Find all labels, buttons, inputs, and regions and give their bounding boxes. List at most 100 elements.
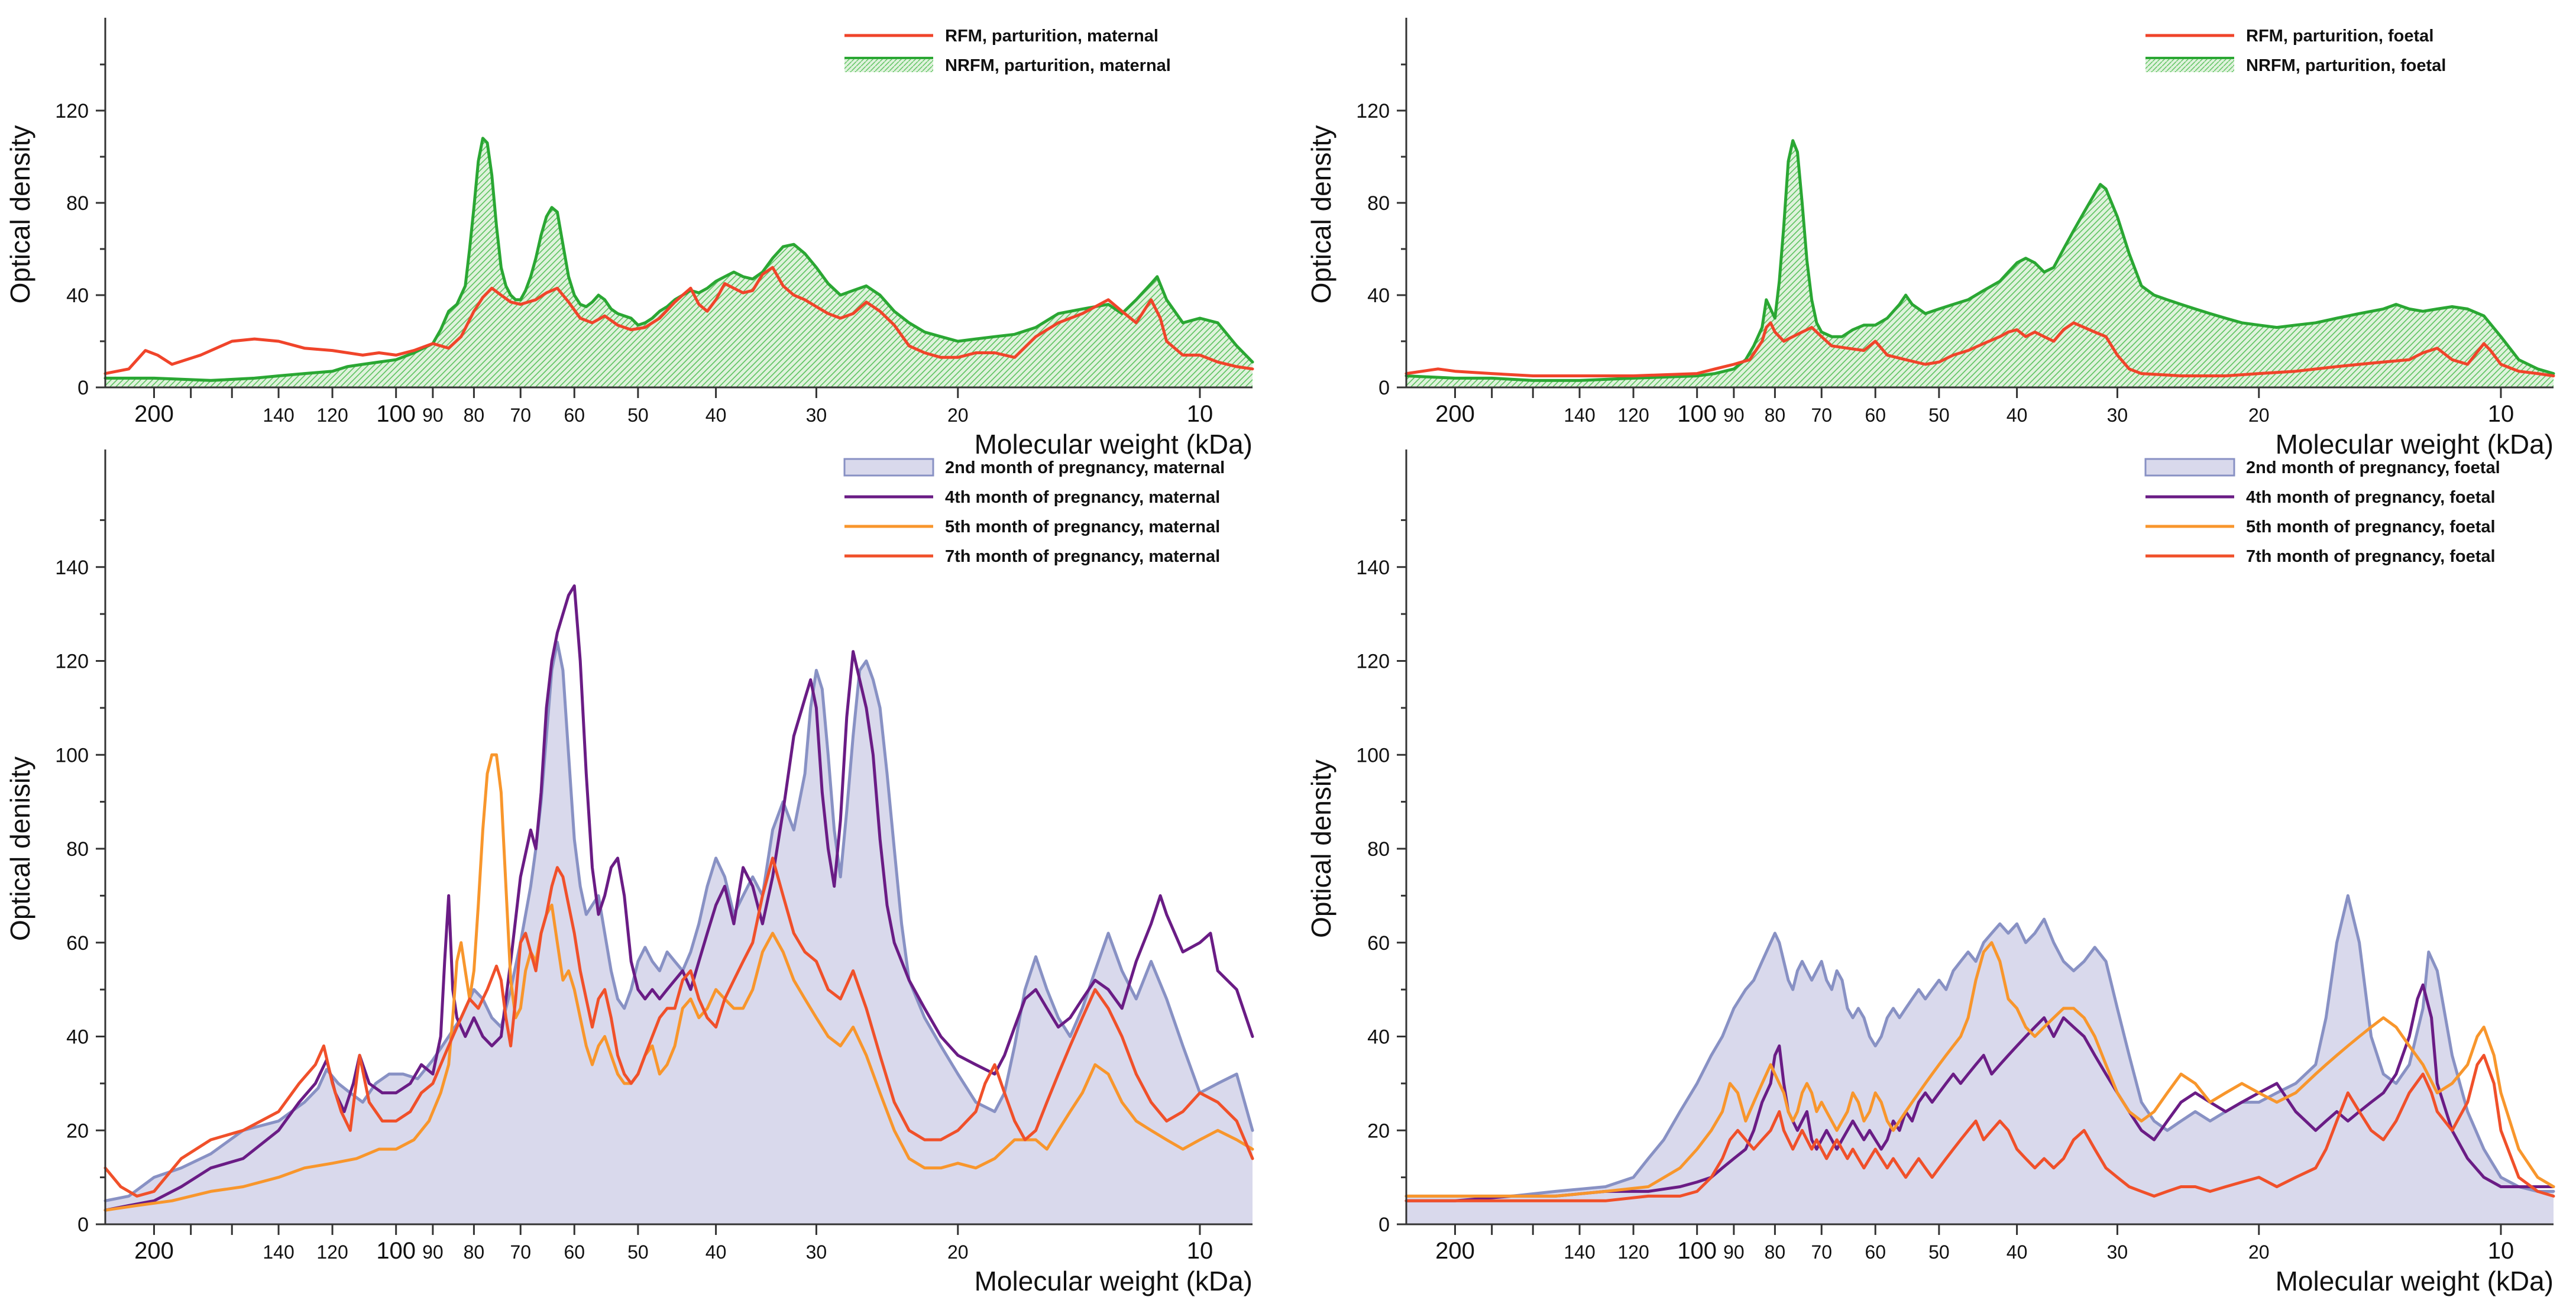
legend-label-rfm-parturition-foetal: RFM, parturition, foetal: [2246, 27, 2433, 46]
legend-label-nrfm-parturition-foetal: NRFM, parturition, foetal: [2246, 56, 2446, 75]
legend-swatch-2nd-month-of-pregnancy-maternal: [843, 458, 934, 477]
legend-label-5th-month-of-pregnancy-foetal: 5th month of pregnancy, foetal: [2246, 518, 2496, 536]
x-tick-label-20: 20: [947, 1241, 969, 1263]
legend-label-4th-month-of-pregnancy-foetal: 4th month of pregnancy, foetal: [2246, 488, 2496, 507]
x-tick-label-140: 140: [263, 405, 294, 426]
legend: RFM, parturition, foetal NRFM, parturitio…: [2145, 27, 2446, 75]
series-line-4th-month-of-pregnancy-maternal: [103, 584, 1254, 1212]
legend-label-nrfm-parturition-maternal: NRFM, parturition, maternal: [945, 56, 1171, 75]
series-line-rfm-parturition-maternal: [103, 266, 1254, 376]
x-tick-label-50: 50: [1928, 405, 1950, 426]
y-axis-title: Optical density: [1306, 759, 1336, 938]
y-tick-label-100: 100: [1356, 744, 1390, 767]
x-tick-label-200: 200: [134, 1238, 174, 1264]
x-tick-label-80: 80: [464, 1241, 485, 1263]
y-tick-label-120: 120: [55, 100, 89, 122]
x-axis-title: Molecular weight (kDa): [975, 1266, 1253, 1296]
y-tick-label-40: 40: [66, 284, 89, 307]
legend: 2nd month of pregnancy, maternal 4th mont…: [843, 458, 1225, 566]
x-tick-label-100: 100: [376, 1238, 416, 1264]
y-tick-label-140: 140: [55, 557, 89, 579]
y-tick-label-140: 140: [1356, 557, 1390, 579]
x-tick-label-40: 40: [2007, 1241, 2028, 1263]
y-tick-label-0: 0: [77, 1214, 89, 1236]
legend-swatch-2nd-month-of-pregnancy-foetal: [2144, 458, 2235, 477]
series-line-7th-month-of-pregnancy-maternal: [103, 856, 1254, 1198]
x-tick-label-20: 20: [2248, 1241, 2270, 1263]
panel-c-pregnancy-maternal: 0 20 40 60 80 100 120 140 200 140 120 100 90 80 70 60 50…: [5, 449, 1254, 1296]
series-line-2nd-month-of-pregnancy-foetal: [1404, 894, 2555, 1198]
x-tick-label-90: 90: [1723, 405, 1745, 426]
y-tick-label-80: 80: [66, 838, 89, 861]
x-tick-label-20: 20: [2248, 405, 2270, 426]
y-tick-label-60: 60: [1367, 932, 1390, 955]
y-tick-label-120: 120: [1356, 651, 1390, 673]
x-tick-label-10: 10: [1187, 401, 1213, 427]
x-tick-label-10: 10: [1187, 1238, 1213, 1264]
x-tick-label-30: 30: [2107, 405, 2128, 426]
x-tick-label-90: 90: [422, 405, 444, 426]
x-tick-label-60: 60: [564, 1241, 585, 1263]
legend-label-2nd-month-of-pregnancy-maternal: 2nd month of pregnancy, maternal: [945, 458, 1225, 477]
y-tick-label-20: 20: [1367, 1120, 1390, 1142]
x-tick-label-200: 200: [1435, 1238, 1475, 1264]
y-tick-label-120: 120: [55, 651, 89, 673]
x-axis-title: Molecular weight (kDa): [2276, 1266, 2554, 1296]
legend: 2nd month of pregnancy, foetal 4th month …: [2144, 458, 2500, 566]
x-tick-label-40: 40: [2007, 405, 2028, 426]
legend-swatch-nrfm-parturition-maternal: [844, 58, 933, 72]
y-tick-label-20: 20: [66, 1120, 89, 1142]
x-tick-label-70: 70: [1811, 405, 1832, 426]
y-tick-label-60: 60: [66, 932, 89, 955]
x-tick-label-10: 10: [2488, 401, 2514, 427]
x-tick-label-20: 20: [947, 405, 969, 426]
y-tick-label-0: 0: [1378, 377, 1390, 399]
legend-label-7th-month-of-pregnancy-maternal: 7th month of pregnancy, maternal: [945, 547, 1220, 566]
series-line-5th-month-of-pregnancy-foetal: [1404, 941, 2555, 1198]
panel-b-parturition-foetal: 0 40 80 120 200 140 120 100 90 80 70 60 50 40 30 20 10Mo…: [1306, 18, 2555, 460]
x-tick-label-100: 100: [1677, 401, 1717, 427]
legend-label-rfm-parturition-maternal: RFM, parturition, maternal: [945, 27, 1158, 46]
series-line-4th-month-of-pregnancy-foetal: [1404, 983, 2555, 1202]
x-tick-label-200: 200: [1435, 401, 1475, 427]
y-axis-title: Optical density: [1306, 125, 1336, 304]
series-line-nrfm-parturition-maternal: [103, 137, 1254, 382]
x-tick-label-140: 140: [1564, 1241, 1595, 1263]
y-tick-label-120: 120: [1356, 100, 1390, 122]
x-tick-label-140: 140: [263, 1241, 294, 1263]
x-tick-label-50: 50: [627, 405, 649, 426]
panel-a-parturition-maternal: 0 40 80 120 200 140 120 100 90 80 70 60 50 40 30 20 10Mo…: [5, 18, 1254, 460]
x-tick-label-30: 30: [806, 1241, 827, 1263]
x-tick-label-30: 30: [2107, 1241, 2128, 1263]
x-axis-title: Molecular weight (kDa): [975, 429, 1253, 460]
x-tick-label-70: 70: [510, 1241, 531, 1263]
x-axis-title: Molecular weight (kDa): [2276, 429, 2554, 460]
legend-label-2nd-month-of-pregnancy-foetal: 2nd month of pregnancy, foetal: [2246, 458, 2500, 477]
panel-d-pregnancy-foetal: 0 20 40 60 80 100 120 140 200 140 120 100 90 80 70 60 50…: [1306, 449, 2555, 1296]
y-tick-label-40: 40: [1367, 284, 1390, 307]
x-tick-label-40: 40: [706, 405, 727, 426]
y-tick-label-80: 80: [66, 192, 89, 215]
y-tick-label-80: 80: [1367, 838, 1390, 861]
y-axis-title: Optical denisity: [5, 756, 35, 941]
y-tick-label-0: 0: [1378, 1214, 1390, 1236]
y-tick-label-40: 40: [66, 1026, 89, 1049]
x-tick-label-100: 100: [1677, 1238, 1717, 1264]
x-tick-label-10: 10: [2488, 1238, 2514, 1264]
y-tick-label-0: 0: [77, 377, 89, 399]
legend-label-5th-month-of-pregnancy-maternal: 5th month of pregnancy, maternal: [945, 518, 1220, 536]
y-tick-label-80: 80: [1367, 192, 1390, 215]
series-area-nrfm-parturition-foetal: [1406, 140, 2554, 387]
series-area-nrfm-parturition-maternal: [105, 138, 1253, 388]
x-tick-label-90: 90: [422, 1241, 444, 1263]
x-tick-label-40: 40: [706, 1241, 727, 1263]
series-line-rfm-parturition-foetal: [1404, 321, 2555, 377]
x-tick-label-80: 80: [1765, 1241, 1786, 1263]
series-area-2nd-month-of-pregnancy-maternal: [105, 642, 1253, 1224]
x-tick-label-60: 60: [1865, 1241, 1886, 1263]
x-tick-label-30: 30: [806, 405, 827, 426]
x-tick-label-50: 50: [1928, 1241, 1950, 1263]
x-tick-label-120: 120: [316, 1241, 348, 1263]
x-tick-label-70: 70: [1811, 1241, 1832, 1263]
y-axis-title: Optical density: [5, 125, 35, 304]
